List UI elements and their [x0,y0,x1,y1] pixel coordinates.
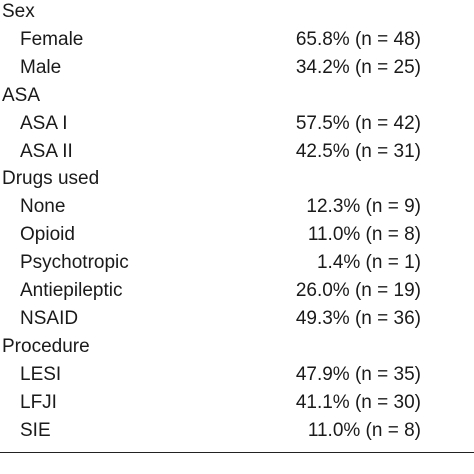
row-label: Psychotropic [20,252,129,274]
table-row: None 12.3% (n = 9) [20,193,421,221]
table-row: SIE 11.0% (n = 8) [20,417,421,445]
section-row: Drugs used [2,165,422,193]
row-value: 34.2% (n = 25) [295,56,421,78]
row-label: None [20,196,66,218]
table-row: Opioid 11.0% (n = 8) [20,221,421,249]
row-value: 26.0% (n = 19) [295,280,421,301]
section-label: Drugs used [2,168,100,190]
row-label: Opioid [20,224,75,246]
table-row: LESI 47.9% (n = 35) [20,361,421,389]
row-label: ASA II [20,140,73,162]
section-row: Sex [2,0,422,26]
section-row: Procedure [2,333,422,361]
section-label: Sex [2,1,35,22]
table-row: ASA II 42.5% (n = 31) [20,138,421,166]
row-label: SIE [20,419,51,441]
row-label: Antiepileptic [20,280,123,301]
row-value: 12.3% (n = 9) [306,196,421,218]
row-value: 11.0% (n = 8) [307,224,421,246]
table-row: Antiepileptic 26.0% (n = 19) [20,277,421,305]
row-label: LFJI [20,391,57,413]
section-label: ASA [2,84,41,106]
table-row: NSAID 49.3% (n = 36) [20,305,421,333]
row-label: LESI [20,363,62,385]
row-value: 1.4% (n = 1) [316,252,421,274]
row-value: 41.1% (n = 30) [295,391,421,413]
row-value: 42.5% (n = 31) [295,140,421,162]
row-value: 11.0% (n = 8) [307,419,421,441]
row-label: Male [20,56,62,78]
row-label: ASA I [20,112,68,134]
table-row: LFJI 41.1% (n = 30) [20,389,421,417]
table-row: Female 65.8% (n = 48) [20,26,421,54]
row-label: Female [20,28,84,50]
table-row: ASA I 57.5% (n = 42) [20,110,421,138]
row-value: 57.5% (n = 42) [295,112,421,134]
row-value: 65.8% (n = 48) [295,28,421,50]
section-label: Procedure [2,335,90,357]
row-label: NSAID [20,307,79,329]
section-row: ASA [2,82,422,110]
table-row: Psychotropic 1.4% (n = 1) [20,249,421,277]
table-row: Male 34.2% (n = 25) [20,54,421,82]
row-value: 47.9% (n = 35) [295,363,421,385]
row-value: 49.3% (n = 36) [295,307,421,329]
table-rule [0,452,474,453]
